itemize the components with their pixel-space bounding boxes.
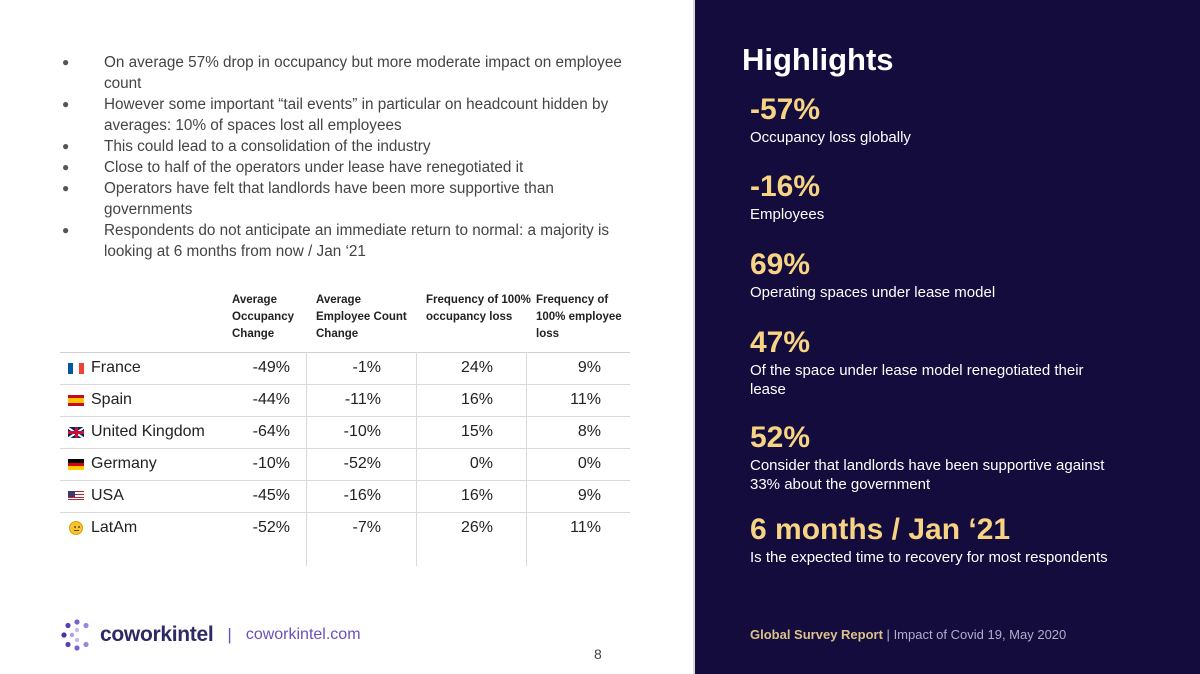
employee-loss: 11% (570, 519, 601, 536)
bullet-item: ● Close to half of the operators under le… (62, 159, 524, 176)
country-name: France (91, 359, 141, 376)
highlight-stat: -16% Employees (750, 169, 1130, 224)
header-employee-change: Average Employee Count Change (316, 294, 407, 340)
bullet-dot-icon: ● (62, 181, 70, 195)
footer-separator: | (886, 627, 890, 642)
country-name: United Kingdom (91, 423, 205, 440)
report-subtitle: Impact of Covid 19, May 2020 (893, 627, 1067, 642)
stat-label: Of the space under lease model renegotia… (750, 362, 1084, 398)
employee-loss: 9% (577, 487, 601, 504)
brand-logo: coworkintel | coworkintel.com (60, 618, 361, 652)
occupancy-change: -52% (252, 519, 290, 536)
employee-change: -16% (343, 487, 381, 504)
stat-label: Operating spaces under lease model (750, 284, 996, 301)
table-row: France -49% -1% 24% 9% (60, 353, 630, 385)
stat-label: Occupancy loss globally (750, 129, 911, 146)
table-row: LatAm -52% -7% 26% 11% (60, 513, 630, 571)
occupancy-loss: 24% (460, 359, 493, 376)
highlight-stat: 52% Consider that landlords have been su… (750, 420, 1120, 494)
spain-flag-icon (68, 395, 84, 406)
employee-loss: 8% (577, 423, 601, 440)
bullet-item: ● Respondents do not anticipate an immedi… (62, 222, 610, 260)
stat-value: -16% (750, 170, 821, 203)
occupancy-change: -49% (252, 359, 290, 376)
employee-change: -52% (343, 455, 381, 472)
occupancy-loss: 26% (460, 519, 493, 536)
country-name: Germany (91, 455, 157, 472)
stat-label: Consider that landlords have been suppor… (750, 457, 1105, 493)
column-divider (416, 352, 417, 566)
table-row: USA -45% -16% 16% 9% (60, 481, 630, 513)
highlight-stat: -57% Occupancy loss globally (750, 92, 1130, 147)
bullet-dot-icon: ● (62, 55, 70, 69)
highlight-stat: 47% Of the space under lease model reneg… (750, 325, 1100, 399)
occupancy-change: -10% (252, 455, 290, 472)
table-header: Average Occupancy Change Average Employe… (60, 282, 630, 353)
brand-name: coworkintel (100, 623, 214, 646)
bullet-item: ● On average 57% drop in occupancy but mo… (62, 54, 622, 92)
bullet-dot-icon: ● (62, 223, 70, 237)
occupancy-loss: 15% (460, 423, 493, 440)
table-row: Germany -10% -52% 0% 0% (60, 449, 630, 481)
bullet-item: ● Operators have felt that landlords have… (62, 180, 554, 218)
bullet-dot-icon: ● (62, 160, 70, 174)
summary-bullets: ● On average 57% drop in occupancy but mo… (62, 52, 622, 262)
employee-change: -10% (343, 423, 381, 440)
header-employee-loss: Frequency of 100% employee loss (536, 294, 622, 340)
brand-separator: | (227, 625, 232, 644)
employee-change: -7% (352, 519, 381, 536)
page-number: 8 (594, 646, 602, 662)
stat-value: -57% (750, 93, 821, 126)
latam-smiley-icon (69, 521, 83, 535)
occupancy-loss: 16% (460, 391, 493, 408)
bullet-item: ● This could lead to a consolidation of t… (62, 138, 431, 155)
occupancy-change: -45% (252, 487, 290, 504)
brand-url-link[interactable]: coworkintel.com (245, 626, 361, 643)
stat-value: 6 months / Jan ‘21 (750, 513, 1011, 546)
stat-value: 47% (750, 326, 811, 359)
stat-value: 69% (750, 248, 811, 281)
country-table: Average Occupancy Change Average Employe… (60, 282, 630, 571)
content-panel (0, 0, 695, 674)
stat-label: Is the expected time to recovery for mos… (750, 549, 1108, 566)
table-row: Spain -44% -11% 16% 11% (60, 385, 630, 417)
occupancy-loss: 16% (460, 487, 493, 504)
report-footer: Global Survey Report | Impact of Covid 1… (750, 627, 1066, 642)
occupancy-loss: 0% (469, 455, 493, 472)
column-divider (306, 352, 307, 566)
stat-value: 52% (750, 421, 811, 454)
bullet-dot-icon: ● (62, 139, 70, 153)
highlight-stat: 69% Operating spaces under lease model (750, 247, 1130, 302)
employee-loss: 0% (577, 455, 601, 472)
uk-flag-icon (68, 427, 84, 438)
highlights-panel (695, 0, 1200, 674)
employee-change: -11% (344, 391, 381, 408)
france-flag-icon (68, 363, 84, 374)
highlights-title: Highlights (742, 42, 894, 77)
employee-loss: 11% (570, 391, 601, 408)
coworkintel-logo-icon (61, 619, 89, 651)
column-divider (526, 352, 527, 566)
header-occupancy-loss: Frequency of 100% occupancy loss (426, 294, 531, 323)
employee-change: -1% (352, 359, 381, 376)
usa-flag-icon (68, 491, 84, 502)
stat-label: Employees (750, 206, 825, 223)
header-occupancy-change: Average Occupancy Change (232, 294, 294, 340)
occupancy-change: -44% (252, 391, 290, 408)
highlight-stat: 6 months / Jan ‘21 Is the expected time … (750, 512, 1130, 567)
occupancy-change: -64% (252, 423, 290, 440)
table-row: United Kingdom -64% -10% 15% 8% (60, 417, 630, 449)
bullet-dot-icon: ● (62, 97, 70, 111)
bullet-item: ● However some important “tail events” in… (62, 96, 609, 134)
panel-divider (693, 0, 695, 674)
country-name: LatAm (91, 519, 138, 536)
germany-flag-icon (68, 459, 84, 470)
country-name: Spain (91, 391, 132, 408)
report-title: Global Survey Report (750, 627, 883, 642)
country-name: USA (91, 487, 124, 504)
employee-loss: 9% (577, 359, 601, 376)
